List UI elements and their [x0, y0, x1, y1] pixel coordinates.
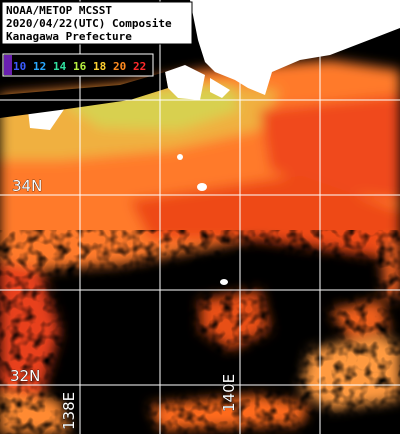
header-box: [1, 1, 193, 45]
cloud-mask: [0, 230, 400, 434]
lon-label: 138E: [60, 392, 78, 430]
legend-label: 14: [53, 60, 67, 73]
lat-label: 32N: [10, 367, 40, 385]
header-line: Kanagawa Prefecture: [6, 30, 132, 43]
legend-label: 18: [93, 60, 106, 73]
legend-label: 22: [133, 60, 146, 73]
coast-shadow: [0, 72, 168, 118]
legend-label: 12: [33, 60, 46, 73]
header-line: NOAA/METOP MCSST: [6, 4, 112, 17]
header-line: 2020/04/22(UTC) Composite: [6, 17, 172, 30]
legend: 10 12 14 16 18 20 22: [13, 60, 146, 73]
legend-box: [2, 53, 154, 77]
legend-label: 16: [73, 60, 87, 73]
legend-label: 20: [113, 60, 126, 73]
lon-label: 140E: [220, 374, 238, 412]
legend-label: 10: [13, 60, 26, 73]
legend-swatch: [4, 55, 12, 75]
lat-label: 34N: [12, 177, 42, 195]
